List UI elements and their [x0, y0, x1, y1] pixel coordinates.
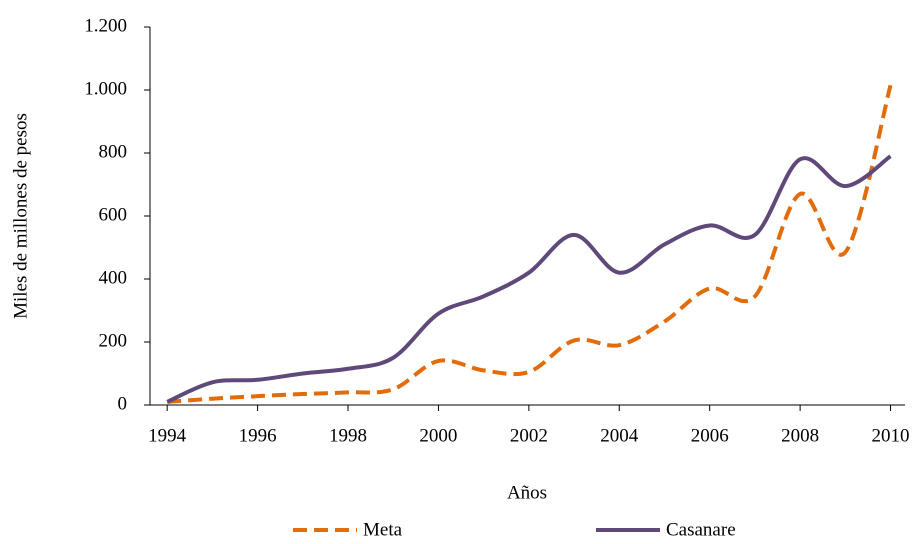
series-line [166, 154, 892, 404]
x-tick-label: 2006 [691, 425, 729, 446]
series-line [167, 84, 893, 404]
y-tick-label: 0 [118, 393, 128, 414]
x-axis-title: Años [507, 482, 547, 503]
legend-label: Meta [363, 519, 403, 540]
x-tick-label: 1994 [148, 425, 187, 446]
x-tick-label: 2004 [600, 425, 639, 446]
y-tick-label: 200 [99, 330, 128, 351]
legend-label: Casanare [666, 519, 736, 540]
y-axis-title: Miles de millones de pesos [10, 113, 31, 319]
y-tick-label: 400 [99, 267, 128, 288]
x-tick-label: 2002 [510, 425, 548, 446]
x-tick-label: 2010 [872, 425, 910, 446]
y-tick-label: 1.000 [84, 78, 127, 99]
y-tick-label: 800 [99, 141, 128, 162]
y-tick-label: 1.200 [84, 15, 127, 36]
y-tick-label: 600 [99, 204, 128, 225]
x-tick-label: 1996 [239, 425, 277, 446]
x-tick-label: 2008 [781, 425, 819, 446]
x-tick-label: 1998 [329, 425, 367, 446]
x-tick-label: 2000 [419, 425, 457, 446]
